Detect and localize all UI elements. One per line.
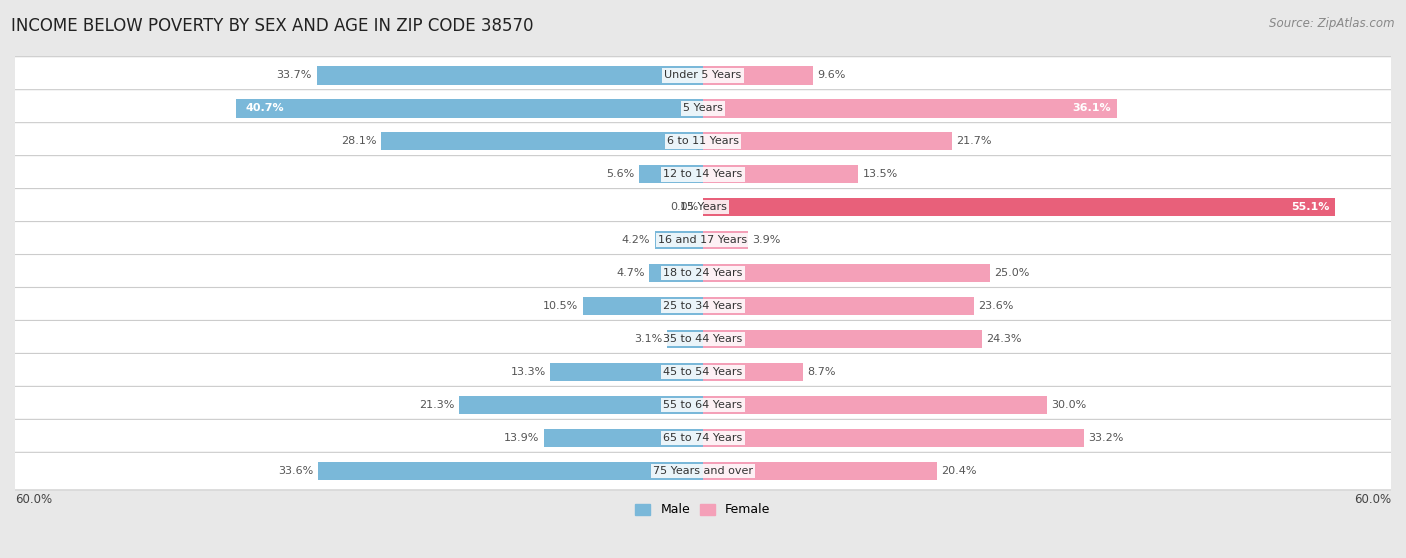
Text: 23.6%: 23.6% [979,301,1014,311]
Bar [703,165,858,184]
Text: 24.3%: 24.3% [986,334,1022,344]
Text: 13.9%: 13.9% [503,433,538,443]
Bar [318,462,703,480]
Bar [316,66,703,85]
Text: 36.1%: 36.1% [1073,103,1111,113]
Text: 18 to 24 Years: 18 to 24 Years [664,268,742,278]
Bar [544,429,703,447]
Text: 75 Years and over: 75 Years and over [652,466,754,476]
Text: 33.6%: 33.6% [278,466,314,476]
Text: 3.1%: 3.1% [634,334,662,344]
Text: 4.2%: 4.2% [621,235,650,246]
Text: 12 to 14 Years: 12 to 14 Years [664,170,742,180]
Text: 60.0%: 60.0% [1354,493,1391,506]
Text: 16 and 17 Years: 16 and 17 Years [658,235,748,246]
FancyBboxPatch shape [7,254,1399,292]
Text: 55.1%: 55.1% [1291,203,1329,213]
Bar [638,165,703,184]
Bar [703,462,936,480]
Bar [703,363,803,381]
FancyBboxPatch shape [7,90,1399,127]
Bar [655,231,703,249]
Text: 21.3%: 21.3% [419,400,454,410]
Text: 25.0%: 25.0% [994,268,1029,278]
Text: 60.0%: 60.0% [15,493,52,506]
Bar [703,99,1116,118]
FancyBboxPatch shape [7,287,1399,325]
Text: 5.6%: 5.6% [606,170,634,180]
FancyBboxPatch shape [7,320,1399,358]
FancyBboxPatch shape [7,386,1399,424]
FancyBboxPatch shape [7,57,1399,94]
FancyBboxPatch shape [7,156,1399,193]
Bar [703,297,973,315]
Text: 28.1%: 28.1% [340,136,377,146]
Text: 45 to 54 Years: 45 to 54 Years [664,367,742,377]
Bar [703,429,1084,447]
Text: 20.4%: 20.4% [942,466,977,476]
Bar [703,396,1047,414]
Bar [551,363,703,381]
Text: 65 to 74 Years: 65 to 74 Years [664,433,742,443]
Text: Under 5 Years: Under 5 Years [665,70,741,80]
FancyBboxPatch shape [7,453,1399,490]
Bar [703,330,981,348]
FancyBboxPatch shape [7,123,1399,160]
Text: INCOME BELOW POVERTY BY SEX AND AGE IN ZIP CODE 38570: INCOME BELOW POVERTY BY SEX AND AGE IN Z… [11,17,534,35]
Text: 9.6%: 9.6% [818,70,846,80]
Bar [236,99,703,118]
Bar [703,66,813,85]
Bar [668,330,703,348]
Text: 10.5%: 10.5% [543,301,578,311]
Text: 25 to 34 Years: 25 to 34 Years [664,301,742,311]
FancyBboxPatch shape [7,222,1399,259]
Text: 55 to 64 Years: 55 to 64 Years [664,400,742,410]
Text: 6 to 11 Years: 6 to 11 Years [666,136,740,146]
Bar [458,396,703,414]
Bar [703,264,990,282]
Text: 3.9%: 3.9% [752,235,780,246]
Text: 5 Years: 5 Years [683,103,723,113]
Legend: Male, Female: Male, Female [630,498,776,521]
Text: 8.7%: 8.7% [807,367,835,377]
FancyBboxPatch shape [7,189,1399,226]
Text: 15 Years: 15 Years [679,203,727,213]
FancyBboxPatch shape [7,353,1399,391]
FancyBboxPatch shape [7,420,1399,457]
Text: 40.7%: 40.7% [246,103,284,113]
Bar [381,132,703,151]
Bar [703,231,748,249]
Bar [703,198,1334,217]
Text: 13.3%: 13.3% [510,367,546,377]
Text: Source: ZipAtlas.com: Source: ZipAtlas.com [1270,17,1395,30]
Bar [703,132,952,151]
Text: 30.0%: 30.0% [1052,400,1087,410]
Bar [582,297,703,315]
Text: 33.7%: 33.7% [277,70,312,80]
Text: 13.5%: 13.5% [862,170,897,180]
Text: 33.2%: 33.2% [1088,433,1123,443]
Bar [650,264,703,282]
Text: 4.7%: 4.7% [616,268,644,278]
Text: 0.0%: 0.0% [671,203,699,213]
Text: 21.7%: 21.7% [956,136,991,146]
Text: 35 to 44 Years: 35 to 44 Years [664,334,742,344]
